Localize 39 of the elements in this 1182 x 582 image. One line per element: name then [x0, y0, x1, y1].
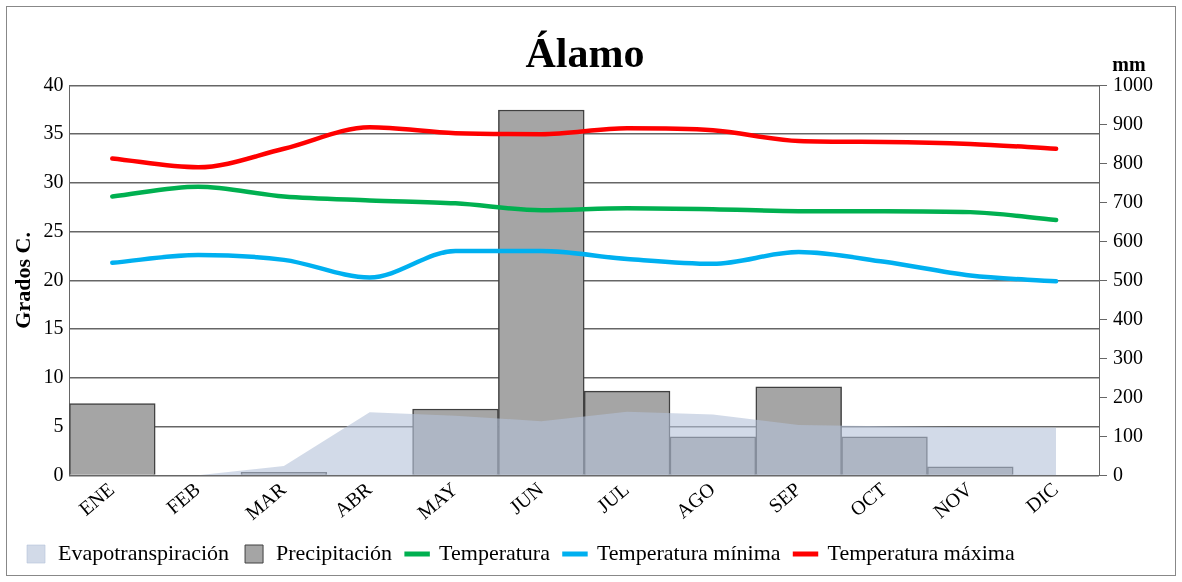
- y-axis-title: Grados C.: [9, 232, 35, 329]
- x-tick-label: JUN: [505, 477, 548, 519]
- y2-tick-label: 900: [1113, 111, 1143, 134]
- legend-label: Temperatura máxima: [827, 539, 1015, 565]
- line-series: [110, 125, 1059, 170]
- y-tick-label: 20: [43, 267, 64, 290]
- x-tick-label: FEB: [161, 477, 205, 519]
- y2-tick-label: 100: [1113, 423, 1143, 446]
- y2-tick-label: 0: [1113, 462, 1123, 485]
- legend-label: Precipitación: [276, 539, 393, 565]
- y-tick-label: 15: [43, 316, 64, 339]
- line-series: [110, 248, 1059, 284]
- y-tick-label: 25: [43, 218, 64, 241]
- y2-tick-label: 800: [1113, 150, 1143, 173]
- y2-tick-label: 300: [1113, 345, 1143, 368]
- x-tick-label: SEP: [764, 477, 805, 517]
- y-tick-label: 5: [53, 413, 64, 436]
- x-tick-label: ABR: [330, 477, 377, 522]
- y2-tick-label: 700: [1113, 189, 1143, 212]
- y-tick-label: 0: [53, 462, 64, 485]
- y-tick-label: 35: [43, 121, 64, 144]
- y2-tick-label: 1000: [1113, 72, 1153, 95]
- chart-title: Álamo: [525, 30, 645, 77]
- legend-label: Temperatura mínima: [596, 539, 781, 565]
- y2-tick-label: 600: [1113, 228, 1143, 251]
- y2-axis-title: mm: [1112, 52, 1146, 75]
- legend-label: Evapotranspiración: [58, 539, 230, 565]
- x-tick-label: OCT: [845, 477, 891, 521]
- legend-label: Temperatura: [439, 539, 551, 565]
- y-tick-label: 30: [43, 170, 64, 193]
- y-tick-label: 10: [43, 365, 64, 388]
- y-tick-label: 40: [43, 72, 64, 95]
- x-tick-label: JUL: [592, 477, 634, 517]
- y2-tick-label: 400: [1113, 306, 1143, 329]
- line-series: [110, 184, 1059, 223]
- y2-tick-label: 200: [1113, 384, 1143, 407]
- y2-tick-label: 500: [1113, 267, 1143, 290]
- x-tick-label: DIC: [1021, 477, 1063, 517]
- x-tick-label: ENE: [74, 477, 119, 520]
